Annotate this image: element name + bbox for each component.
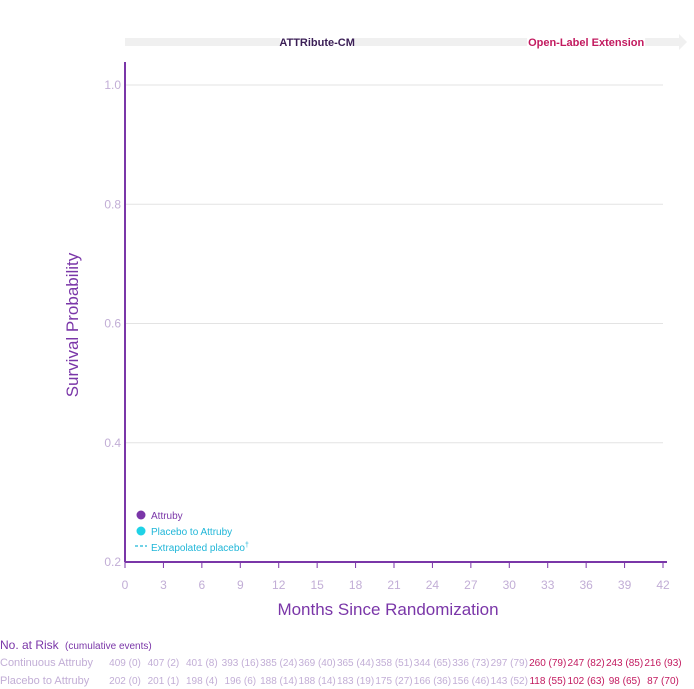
x-tick-label: 0 <box>122 578 129 592</box>
risk-value: 196 (6) <box>224 676 256 687</box>
risk-value: 188 (14) <box>260 676 297 687</box>
x-tick-label: 21 <box>387 578 401 592</box>
risk-value: 198 (4) <box>186 676 218 687</box>
x-tick-labels: 0 3 6 9 12 15 18 21 24 27 30 33 36 39 42 <box>122 562 670 592</box>
x-tick-label: 27 <box>464 578 478 592</box>
risk-value: 156 (46) <box>452 676 489 687</box>
y-tick-label: 0.4 <box>104 436 121 450</box>
x-tick-label: 18 <box>349 578 363 592</box>
phase-bar-band <box>125 38 679 46</box>
x-tick-label: 12 <box>272 578 286 592</box>
risk-value: 188 (14) <box>299 676 336 687</box>
risk-value: 166 (36) <box>414 676 451 687</box>
legend: Attruby Placebo to Attruby Extrapolated pl… <box>135 510 249 554</box>
grid-lines <box>125 84 663 444</box>
risk-row-label: Placebo to Attruby <box>0 675 90 687</box>
risk-value: 365 (44) <box>337 658 374 669</box>
x-tick-label: 3 <box>160 578 167 592</box>
risk-value: 102 (63) <box>568 676 605 687</box>
x-tick-label: 15 <box>310 578 324 592</box>
y-axis-label: Survival Probability <box>63 252 82 397</box>
risk-value: 202 (0) <box>109 676 141 687</box>
risk-value: 201 (1) <box>148 676 180 687</box>
x-tick-label: 9 <box>237 578 244 592</box>
legend-label: Attruby <box>151 511 183 522</box>
axes <box>124 62 667 563</box>
phase-label-attribute-cm: ATTRibute-CM <box>279 37 355 49</box>
phase-bar-arrow <box>679 34 687 50</box>
x-tick-label: 36 <box>579 578 593 592</box>
phase-label-bg <box>280 34 355 50</box>
x-axis-label: Months Since Randomization <box>277 600 498 619</box>
x-tick-label: 39 <box>618 578 632 592</box>
risk-value: 297 (79) <box>491 658 528 669</box>
y-tick-label: 0.6 <box>104 317 121 331</box>
phase-label-bg <box>527 34 646 50</box>
phase-bar: ATTRibute-CM Open-Label Extension <box>125 34 687 50</box>
y-tick-labels: 1.0 0.8 0.6 0.4 0.2 <box>104 78 121 569</box>
risk-value: 401 (8) <box>186 658 218 669</box>
risk-value: 385 (24) <box>260 658 297 669</box>
risk-value: 393 (16) <box>222 658 259 669</box>
risk-value: 216 (93) <box>644 658 681 669</box>
risk-value: 358 (51) <box>375 658 412 669</box>
x-tick-label: 30 <box>503 578 517 592</box>
risk-value: 369 (40) <box>299 658 336 669</box>
risk-value: 247 (82) <box>568 658 605 669</box>
y-tick-label: 0.2 <box>104 555 121 569</box>
risk-value: 175 (27) <box>375 676 412 687</box>
x-tick-label: 33 <box>541 578 555 592</box>
risk-value: 344 (65) <box>414 658 451 669</box>
legend-marker <box>136 510 146 520</box>
risk-value: 87 (70) <box>647 676 679 687</box>
legend-marker <box>136 526 146 536</box>
x-tick-label: 6 <box>199 578 206 592</box>
phase-label-open-label-extension: Open-Label Extension <box>528 37 644 49</box>
risk-table-title: No. at Risk (cumulative events) <box>0 638 152 652</box>
x-tick-label: 24 <box>426 578 440 592</box>
legend-label: Extrapolated placebo† <box>151 542 249 554</box>
risk-value: 260 (79) <box>529 658 566 669</box>
legend-label: Placebo to Attruby <box>151 527 232 538</box>
risk-value: 407 (2) <box>148 658 180 669</box>
risk-value: 243 (85) <box>606 658 643 669</box>
risk-row-label: Continuous Attruby <box>0 657 93 669</box>
risk-value: 118 (55) <box>529 676 566 687</box>
y-tick-label: 1.0 <box>104 78 121 92</box>
risk-value: 336 (73) <box>452 658 489 669</box>
risk-value: 98 (65) <box>609 676 641 687</box>
y-tick-label: 0.8 <box>104 197 121 211</box>
risk-value: 143 (52) <box>491 676 528 687</box>
risk-table: No. at Risk (cumulative events) Continuo… <box>0 638 682 687</box>
x-tick-label: 42 <box>656 578 670 592</box>
risk-value: 409 (0) <box>109 658 141 669</box>
risk-value: 183 (19) <box>337 676 374 687</box>
